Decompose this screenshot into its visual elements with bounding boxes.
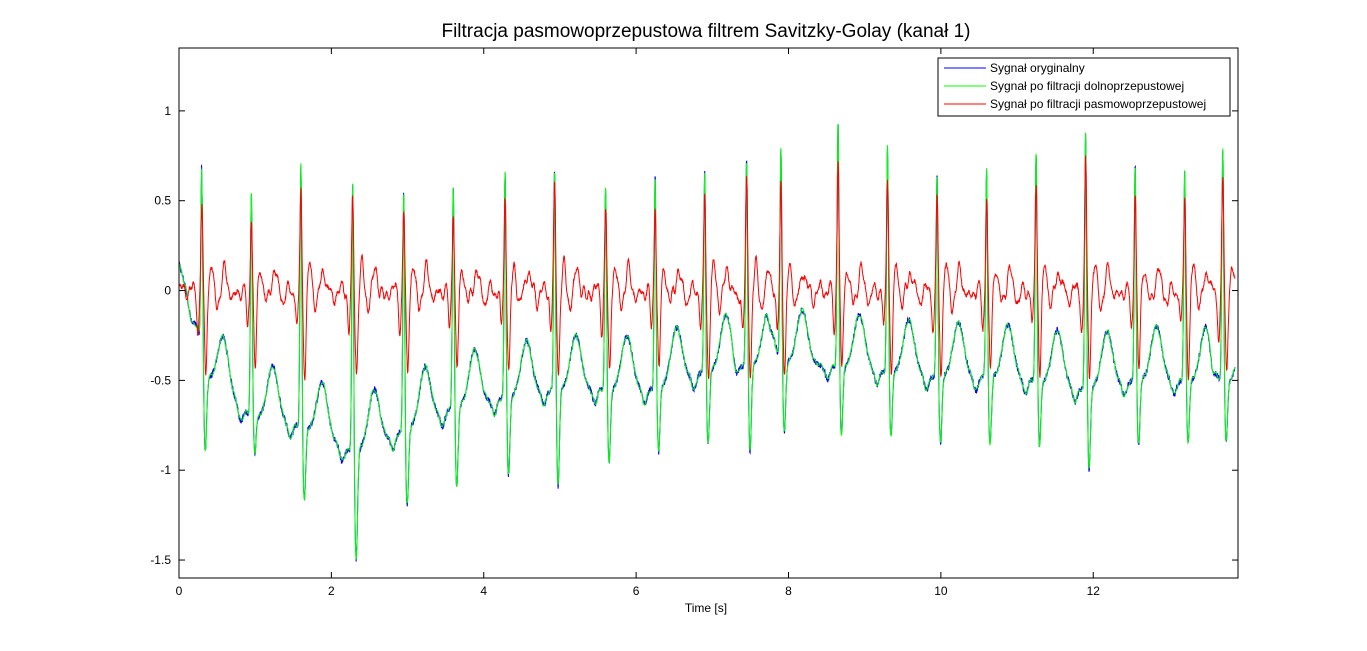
x-tick-label: 6 bbox=[633, 584, 640, 598]
plot-area bbox=[179, 48, 1238, 578]
x-axis-label: Time [s] bbox=[685, 601, 727, 615]
y-tick-label: -0.5 bbox=[150, 373, 171, 387]
y-tick-label: 1 bbox=[164, 104, 171, 118]
y-tick-label: -1.5 bbox=[150, 553, 171, 567]
legend-box bbox=[937, 57, 1231, 117]
x-tick-label: 8 bbox=[785, 584, 792, 598]
plot-border bbox=[178, 47, 1239, 579]
series-line-bandpass bbox=[178, 155, 1236, 381]
x-tick-label: 12 bbox=[1087, 584, 1101, 598]
legend: Sygnał oryginalny Sygnał po filtracji dol… bbox=[937, 57, 1231, 117]
legend-entry: Sygnał po filtracji dolnoprzepustowej bbox=[990, 79, 1184, 93]
y-tick-label: 0.5 bbox=[154, 194, 171, 208]
series-line-lowpass bbox=[178, 124, 1236, 560]
legend-entry: Sygnał po filtracji pasmowoprzepustowej bbox=[990, 97, 1206, 111]
x-tick-label: 2 bbox=[328, 584, 335, 598]
chart-title: Filtracja pasmowoprzepustowa filtrem Sav… bbox=[441, 21, 970, 42]
y-tick-label: 0 bbox=[164, 284, 171, 298]
legend-entry: Sygnał oryginalny bbox=[990, 61, 1085, 75]
x-tick-label: 4 bbox=[480, 584, 487, 598]
y-tick-label: -1 bbox=[160, 463, 171, 477]
ticks-layer: 0 2 4 6 8 10 12 1 0.5 0 -0.5 -1 -1.5 bbox=[150, 48, 1238, 598]
x-tick-label: 10 bbox=[934, 584, 948, 598]
x-tick-label: 0 bbox=[176, 584, 183, 598]
series-layer bbox=[178, 124, 1236, 562]
